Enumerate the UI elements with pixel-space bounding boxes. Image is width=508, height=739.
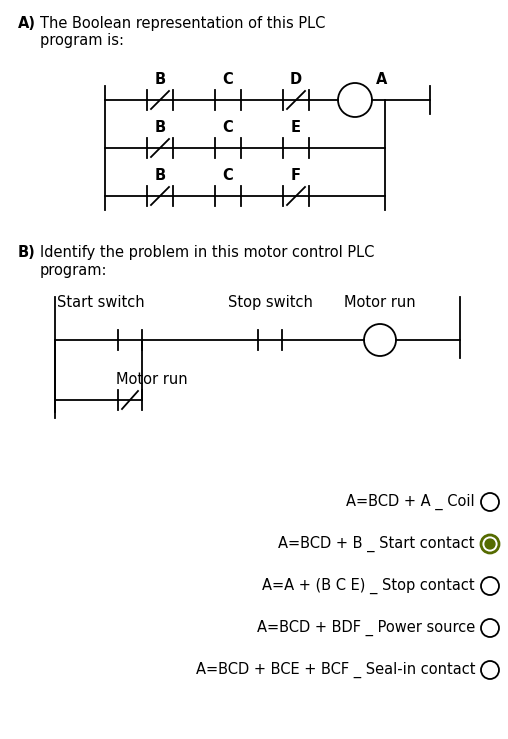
- Text: C: C: [223, 168, 233, 183]
- Circle shape: [485, 539, 495, 549]
- Text: B: B: [154, 72, 166, 87]
- Text: Identify the problem in this motor control PLC: Identify the problem in this motor contr…: [40, 245, 374, 260]
- Circle shape: [481, 661, 499, 679]
- Text: Stop switch: Stop switch: [228, 295, 312, 310]
- Text: F: F: [291, 168, 301, 183]
- Text: C: C: [223, 120, 233, 135]
- Text: A=A + (B C E) _ Stop contact: A=A + (B C E) _ Stop contact: [262, 578, 475, 594]
- Text: program:: program:: [40, 263, 108, 278]
- Text: B): B): [18, 245, 36, 260]
- Text: Motor run: Motor run: [116, 372, 187, 387]
- Circle shape: [481, 619, 499, 637]
- Text: A: A: [376, 72, 388, 87]
- Text: E: E: [291, 120, 301, 135]
- Text: B: B: [154, 120, 166, 135]
- Text: program is:: program is:: [40, 33, 124, 48]
- Text: Start switch: Start switch: [57, 295, 145, 310]
- Text: The Boolean representation of this PLC: The Boolean representation of this PLC: [40, 16, 326, 31]
- Text: Motor run: Motor run: [344, 295, 416, 310]
- Text: A): A): [18, 16, 36, 31]
- Circle shape: [481, 535, 499, 553]
- Text: D: D: [290, 72, 302, 87]
- Text: A=BCD + BCE + BCF _ Seal-in contact: A=BCD + BCE + BCF _ Seal-in contact: [196, 662, 475, 678]
- Text: B: B: [154, 168, 166, 183]
- Circle shape: [481, 577, 499, 595]
- Circle shape: [481, 493, 499, 511]
- Text: C: C: [223, 72, 233, 87]
- Text: A=BCD + BDF _ Power source: A=BCD + BDF _ Power source: [257, 620, 475, 636]
- Text: A=BCD + A _ Coil: A=BCD + A _ Coil: [346, 494, 475, 510]
- Text: A=BCD + B _ Start contact: A=BCD + B _ Start contact: [278, 536, 475, 552]
